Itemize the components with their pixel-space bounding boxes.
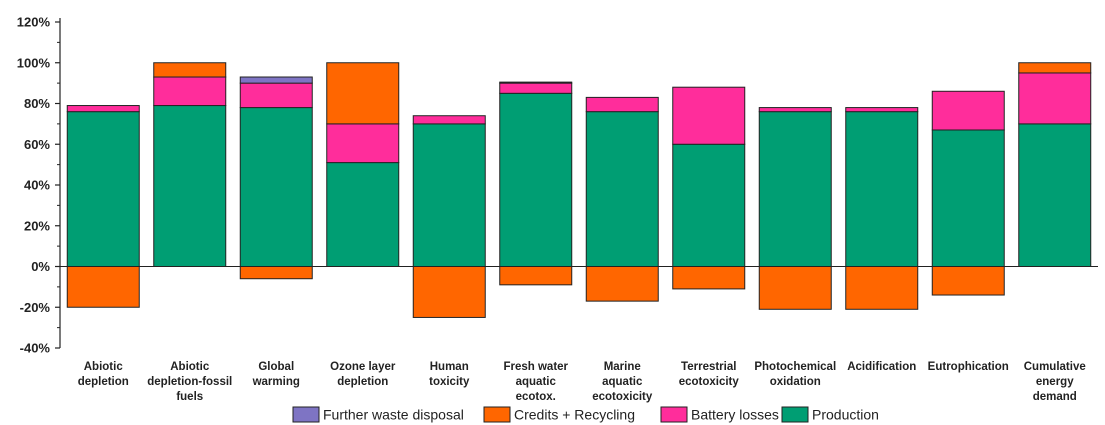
bar-segment — [239, 76, 313, 84]
category-label-line: Acidification — [847, 361, 916, 373]
category-label: Cumulative energy demand — [1024, 361, 1086, 403]
bar-segment — [931, 90, 1005, 131]
y-tick-label: 40% — [24, 178, 50, 193]
bar-segment — [153, 105, 227, 267]
category-label: Acidification — [847, 361, 916, 373]
category-label-line: Abiotic — [84, 361, 124, 373]
y-tick-label: -20% — [20, 300, 51, 315]
legend-swatch — [781, 406, 809, 423]
bar-segment — [931, 129, 1005, 267]
bar-segment — [412, 266, 486, 318]
bar-segment — [499, 92, 573, 267]
category-label-line: fuels — [176, 391, 203, 403]
bar-segment — [499, 82, 573, 94]
category-label-line: Cumulative — [1024, 361, 1086, 373]
bar-segment — [585, 111, 659, 268]
y-tick-label: 20% — [24, 218, 50, 233]
category-label-line: energy — [1036, 376, 1074, 388]
legend-label: Battery losses — [691, 407, 779, 423]
legend-swatch — [292, 406, 320, 423]
bar-segment — [153, 76, 227, 107]
y-tick-label: 100% — [17, 55, 51, 70]
bar-segment — [672, 143, 746, 267]
category-label: Abiotic depletion — [78, 361, 129, 388]
bar-segment — [845, 107, 919, 113]
bar-segment — [758, 111, 832, 268]
category-label-line: ecotoxicity — [592, 391, 653, 403]
bar-segment — [499, 266, 573, 286]
category-label-line: Global — [258, 361, 294, 373]
category-label: Ozone layer depletion — [330, 361, 396, 388]
category-label-line: demand — [1033, 391, 1077, 403]
y-tick-label: 80% — [24, 96, 50, 111]
category-label: Eutrophication — [928, 361, 1009, 373]
category-label-line: depletion-fossil — [147, 376, 232, 388]
bar-segment — [499, 81, 573, 84]
bar-segment — [585, 96, 659, 113]
bar-segment — [66, 105, 140, 113]
legend-label: Credits + Recycling — [514, 407, 635, 423]
legend-swatch — [483, 406, 511, 423]
legend-swatch — [660, 406, 688, 423]
y-tick-label: 60% — [24, 137, 50, 152]
category-label: Fresh water aquatic ecotox. — [503, 361, 568, 403]
category-label-line: Fresh water — [503, 361, 568, 373]
bar-segment — [239, 266, 313, 280]
bar-segment — [1018, 62, 1092, 74]
category-label-line: aquatic — [602, 376, 643, 388]
bar-segment — [326, 62, 400, 125]
category-label-line: aquatic — [516, 376, 557, 388]
bar-segment — [326, 123, 400, 164]
category-label-line: Marine — [604, 361, 641, 373]
category-label: Human toxicity — [429, 361, 470, 388]
bar-segment — [1018, 72, 1092, 125]
bar-segment — [758, 107, 832, 113]
bar-segment — [239, 107, 313, 267]
bar-segment — [153, 62, 227, 78]
bar-segment — [845, 266, 919, 310]
category-label-line: depletion — [78, 376, 129, 388]
category-label: Abiotic depletion-fossil fuels — [147, 361, 232, 403]
legend: Further waste disposal Credits + Recyclin… — [292, 406, 879, 423]
category-label-line: ecotoxicity — [679, 376, 740, 388]
category-label: Photochemical oxidation — [754, 361, 836, 388]
y-tick-label: 120% — [17, 15, 51, 30]
bar-segment — [1018, 123, 1092, 267]
bar-segment — [672, 266, 746, 290]
category-label-line: Abiotic — [170, 361, 210, 373]
category-label-line: depletion — [337, 376, 388, 388]
category-label: Global warming — [252, 361, 300, 388]
bar-segment — [326, 162, 400, 267]
bar-segment — [239, 82, 313, 109]
category-label-line: ecotox. — [516, 391, 556, 403]
y-tick-label: -40% — [20, 341, 51, 356]
category-label-line: Ozone layer — [330, 361, 396, 373]
bars-layer — [66, 62, 1092, 318]
bar-segment — [66, 266, 140, 308]
category-label-line: Eutrophication — [928, 361, 1009, 373]
bar-segment — [931, 266, 1005, 296]
bar-segment — [845, 111, 919, 268]
bar-segment — [672, 86, 746, 145]
axes-layer: -40% -20% 0% 20% 40% 60% 80% 100% 120% Abiotic dep… — [17, 15, 1098, 403]
category-label: Terrestrial ecotoxicity — [679, 361, 740, 388]
category-label-line: warming — [252, 376, 300, 388]
legend-label: Further waste disposal — [323, 407, 464, 423]
category-label-line: Photochemical — [754, 361, 836, 373]
legend-label: Production — [812, 407, 879, 423]
bar-segment — [412, 115, 486, 125]
bar-segment — [66, 111, 140, 268]
y-tick-label: 0% — [31, 259, 50, 274]
bar-segment — [412, 123, 486, 267]
category-label: Marine aquatic ecotoxicity — [592, 361, 653, 403]
bar-segment — [758, 266, 832, 310]
category-label-line: Terrestrial — [681, 361, 736, 373]
bar-segment — [585, 266, 659, 302]
category-label-line: Human — [430, 361, 469, 373]
category-label-line: toxicity — [429, 376, 470, 388]
category-label-line: oxidation — [770, 376, 821, 388]
